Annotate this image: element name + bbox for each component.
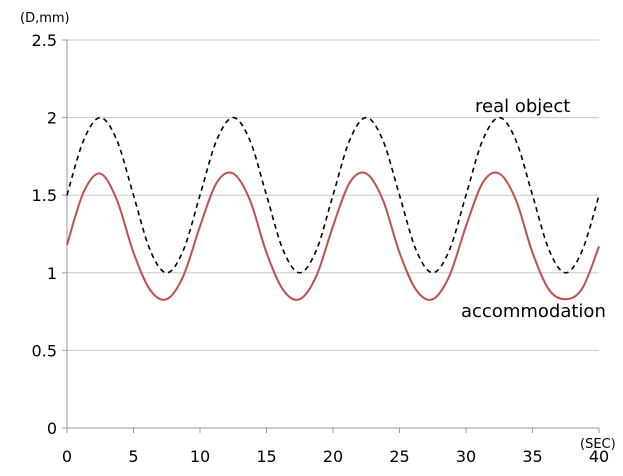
y-tick-label: 2 — [47, 109, 57, 128]
x-unit-label: (SEC) — [580, 437, 616, 452]
series-line-accommodation — [66, 171, 600, 301]
y-tick-label: 2.5 — [32, 31, 57, 50]
annotation-real-object: real object — [475, 96, 570, 117]
y-tick-label: 0.5 — [32, 341, 57, 360]
grid-lines — [67, 39, 599, 351]
x-tick-label: 15 — [256, 447, 276, 466]
series-lines — [66, 116, 600, 301]
x-tick-label: 40 — [589, 447, 609, 466]
x-tick-label: 10 — [190, 447, 210, 466]
annotation-accommodation: accommodation — [461, 301, 606, 322]
y-tick-labels: 0 0.5 1 1.5 2 2.5 — [32, 31, 57, 438]
y-tick-label: 0 — [47, 419, 57, 438]
x-tick-labels: 0 5 10 15 20 25 30 35 40 — [62, 447, 609, 466]
y-unit-label: (D,mm) — [20, 11, 70, 26]
x-tick-label: 35 — [522, 447, 542, 466]
y-tick-label: 1.5 — [32, 186, 57, 205]
x-tick-label: 25 — [389, 447, 409, 466]
x-tick-label: 20 — [323, 447, 343, 466]
x-tick-label: 5 — [128, 447, 138, 466]
y-tick-label: 1 — [47, 264, 57, 283]
axes — [62, 39, 600, 433]
x-tick-label: 0 — [62, 447, 72, 466]
x-tick-label: 30 — [456, 447, 476, 466]
